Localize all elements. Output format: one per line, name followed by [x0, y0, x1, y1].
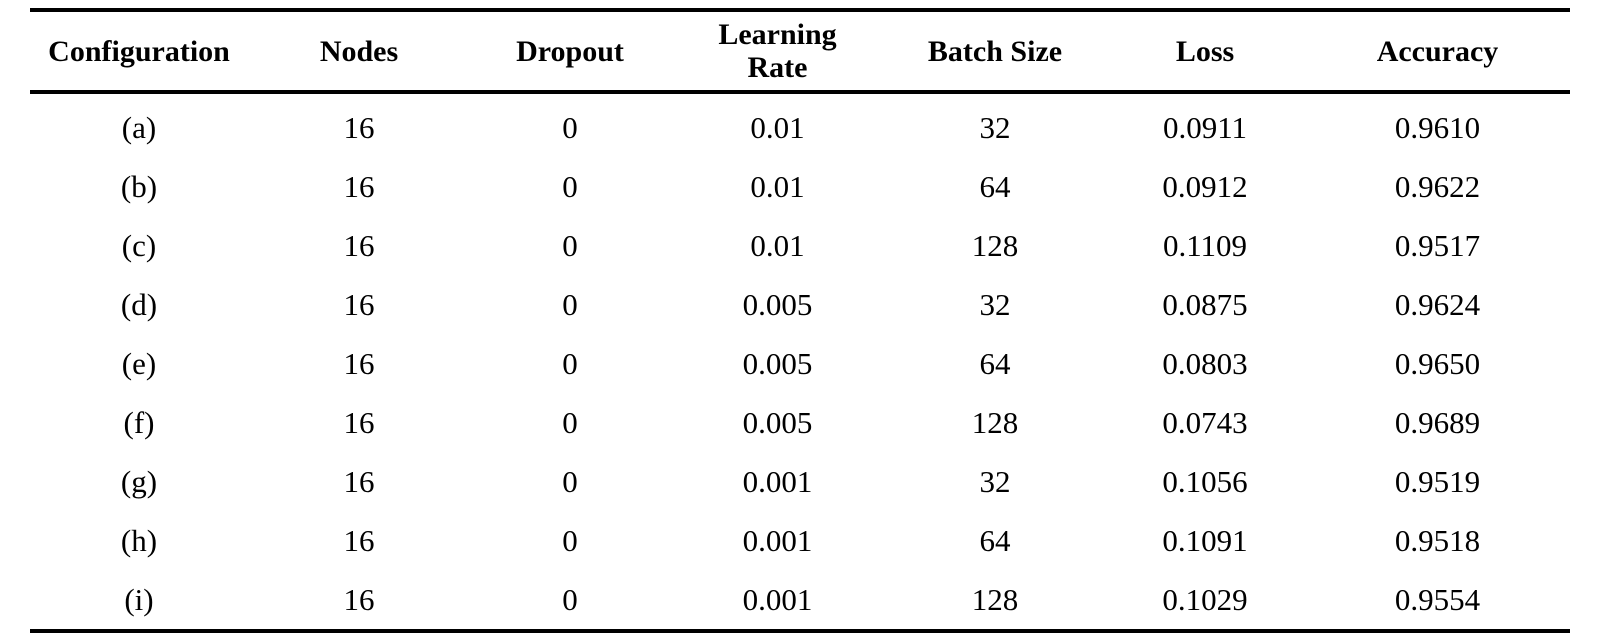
cell-configuration: (d)	[120, 286, 158, 322]
cell-nodes: 16	[343, 227, 375, 263]
cell-learning-rate: 0.01	[750, 227, 805, 263]
cell-loss: 0.0743	[1162, 404, 1248, 440]
header-configuration: Configuration	[48, 34, 230, 68]
cell-nodes: 16	[343, 286, 375, 322]
header-learning-rate: Learning Rate	[718, 18, 837, 84]
cell-loss: 0.1091	[1162, 522, 1248, 558]
cell-batch-size: 32	[979, 286, 1011, 322]
header-accuracy: Accuracy	[1376, 34, 1499, 68]
cell-learning-rate: 0.001	[742, 463, 813, 499]
cell-dropout: 0	[562, 168, 578, 204]
table-row: (f) 16 0 0.005 128 0.0743 0.9689	[30, 393, 1570, 452]
cell-batch-size: 64	[979, 522, 1011, 558]
cell-loss: 0.1109	[1162, 227, 1248, 263]
cell-accuracy: 0.9650	[1394, 345, 1481, 381]
table-row: (d) 16 0 0.005 32 0.0875 0.9624	[30, 275, 1570, 334]
cell-loss: 0.0803	[1162, 345, 1248, 381]
header-dropout: Dropout	[516, 34, 624, 68]
table-row: (e) 16 0 0.005 64 0.0803 0.9650	[30, 334, 1570, 393]
cell-learning-rate: 0.001	[742, 522, 813, 558]
cell-learning-rate: 0.005	[742, 404, 813, 440]
cell-batch-size: 128	[971, 404, 1019, 440]
cell-loss: 0.0875	[1162, 286, 1248, 322]
table-row: (g) 16 0 0.001 32 0.1056 0.9519	[30, 452, 1570, 511]
cell-batch-size: 128	[971, 581, 1019, 617]
cell-dropout: 0	[562, 345, 578, 381]
cell-nodes: 16	[343, 109, 375, 145]
cell-dropout: 0	[562, 286, 578, 322]
cell-configuration: (i)	[124, 581, 154, 617]
cell-dropout: 0	[562, 581, 578, 617]
cell-loss: 0.1029	[1162, 581, 1248, 617]
cell-batch-size: 32	[979, 109, 1011, 145]
cell-nodes: 16	[343, 581, 375, 617]
cell-batch-size: 64	[979, 168, 1011, 204]
cell-batch-size: 64	[979, 345, 1011, 381]
results-table-container: Configuration Nodes Dropout Learning Rat…	[30, 8, 1570, 633]
cell-nodes: 16	[343, 404, 375, 440]
cell-nodes: 16	[343, 345, 375, 381]
cell-dropout: 0	[562, 109, 578, 145]
cell-learning-rate: 0.005	[742, 286, 813, 322]
cell-accuracy: 0.9622	[1394, 168, 1481, 204]
cell-accuracy: 0.9610	[1394, 109, 1481, 145]
table-header: Configuration Nodes Dropout Learning Rat…	[30, 10, 1570, 92]
cell-configuration: (e)	[121, 345, 157, 381]
cell-accuracy: 0.9554	[1394, 581, 1481, 617]
cell-batch-size: 128	[971, 227, 1019, 263]
table-row: (c) 16 0 0.01 128 0.1109 0.9517	[30, 216, 1570, 275]
cell-accuracy: 0.9689	[1394, 404, 1481, 440]
cell-accuracy: 0.9519	[1394, 463, 1481, 499]
header-nodes: Nodes	[319, 34, 399, 68]
results-table: Configuration Nodes Dropout Learning Rat…	[30, 8, 1570, 633]
cell-dropout: 0	[562, 227, 578, 263]
cell-configuration: (b)	[120, 168, 158, 204]
table-row: (i) 16 0 0.001 128 0.1029 0.9554	[30, 570, 1570, 631]
header-batch-size: Batch Size	[927, 34, 1063, 68]
cell-nodes: 16	[343, 522, 375, 558]
cell-configuration: (c)	[121, 227, 157, 263]
cell-learning-rate: 0.01	[750, 109, 805, 145]
cell-accuracy: 0.9624	[1394, 286, 1481, 322]
cell-batch-size: 32	[979, 463, 1011, 499]
cell-dropout: 0	[562, 404, 578, 440]
cell-learning-rate: 0.01	[750, 168, 805, 204]
cell-nodes: 16	[343, 463, 375, 499]
header-row: Configuration Nodes Dropout Learning Rat…	[30, 10, 1570, 92]
cell-configuration: (f)	[123, 404, 155, 440]
table-body: (a) 16 0 0.01 32 0.0911 0.9610 (b) 16 0 0.01 64 0.09…	[30, 92, 1570, 631]
cell-learning-rate: 0.001	[742, 581, 813, 617]
table-row: (a) 16 0 0.01 32 0.0911 0.9610	[30, 92, 1570, 157]
cell-configuration: (h)	[120, 522, 158, 558]
cell-configuration: (a)	[121, 109, 157, 145]
cell-loss: 0.0912	[1162, 168, 1248, 204]
cell-nodes: 16	[343, 168, 375, 204]
cell-dropout: 0	[562, 522, 578, 558]
table-row: (b) 16 0 0.01 64 0.0912 0.9622	[30, 157, 1570, 216]
cell-learning-rate: 0.005	[742, 345, 813, 381]
cell-accuracy: 0.9517	[1394, 227, 1481, 263]
cell-dropout: 0	[562, 463, 578, 499]
cell-configuration: (g)	[120, 463, 158, 499]
cell-loss: 0.0911	[1162, 109, 1248, 145]
cell-loss: 0.1056	[1162, 463, 1248, 499]
table-row: (h) 16 0 0.001 64 0.1091 0.9518	[30, 511, 1570, 570]
cell-accuracy: 0.9518	[1394, 522, 1481, 558]
header-loss: Loss	[1175, 34, 1235, 68]
